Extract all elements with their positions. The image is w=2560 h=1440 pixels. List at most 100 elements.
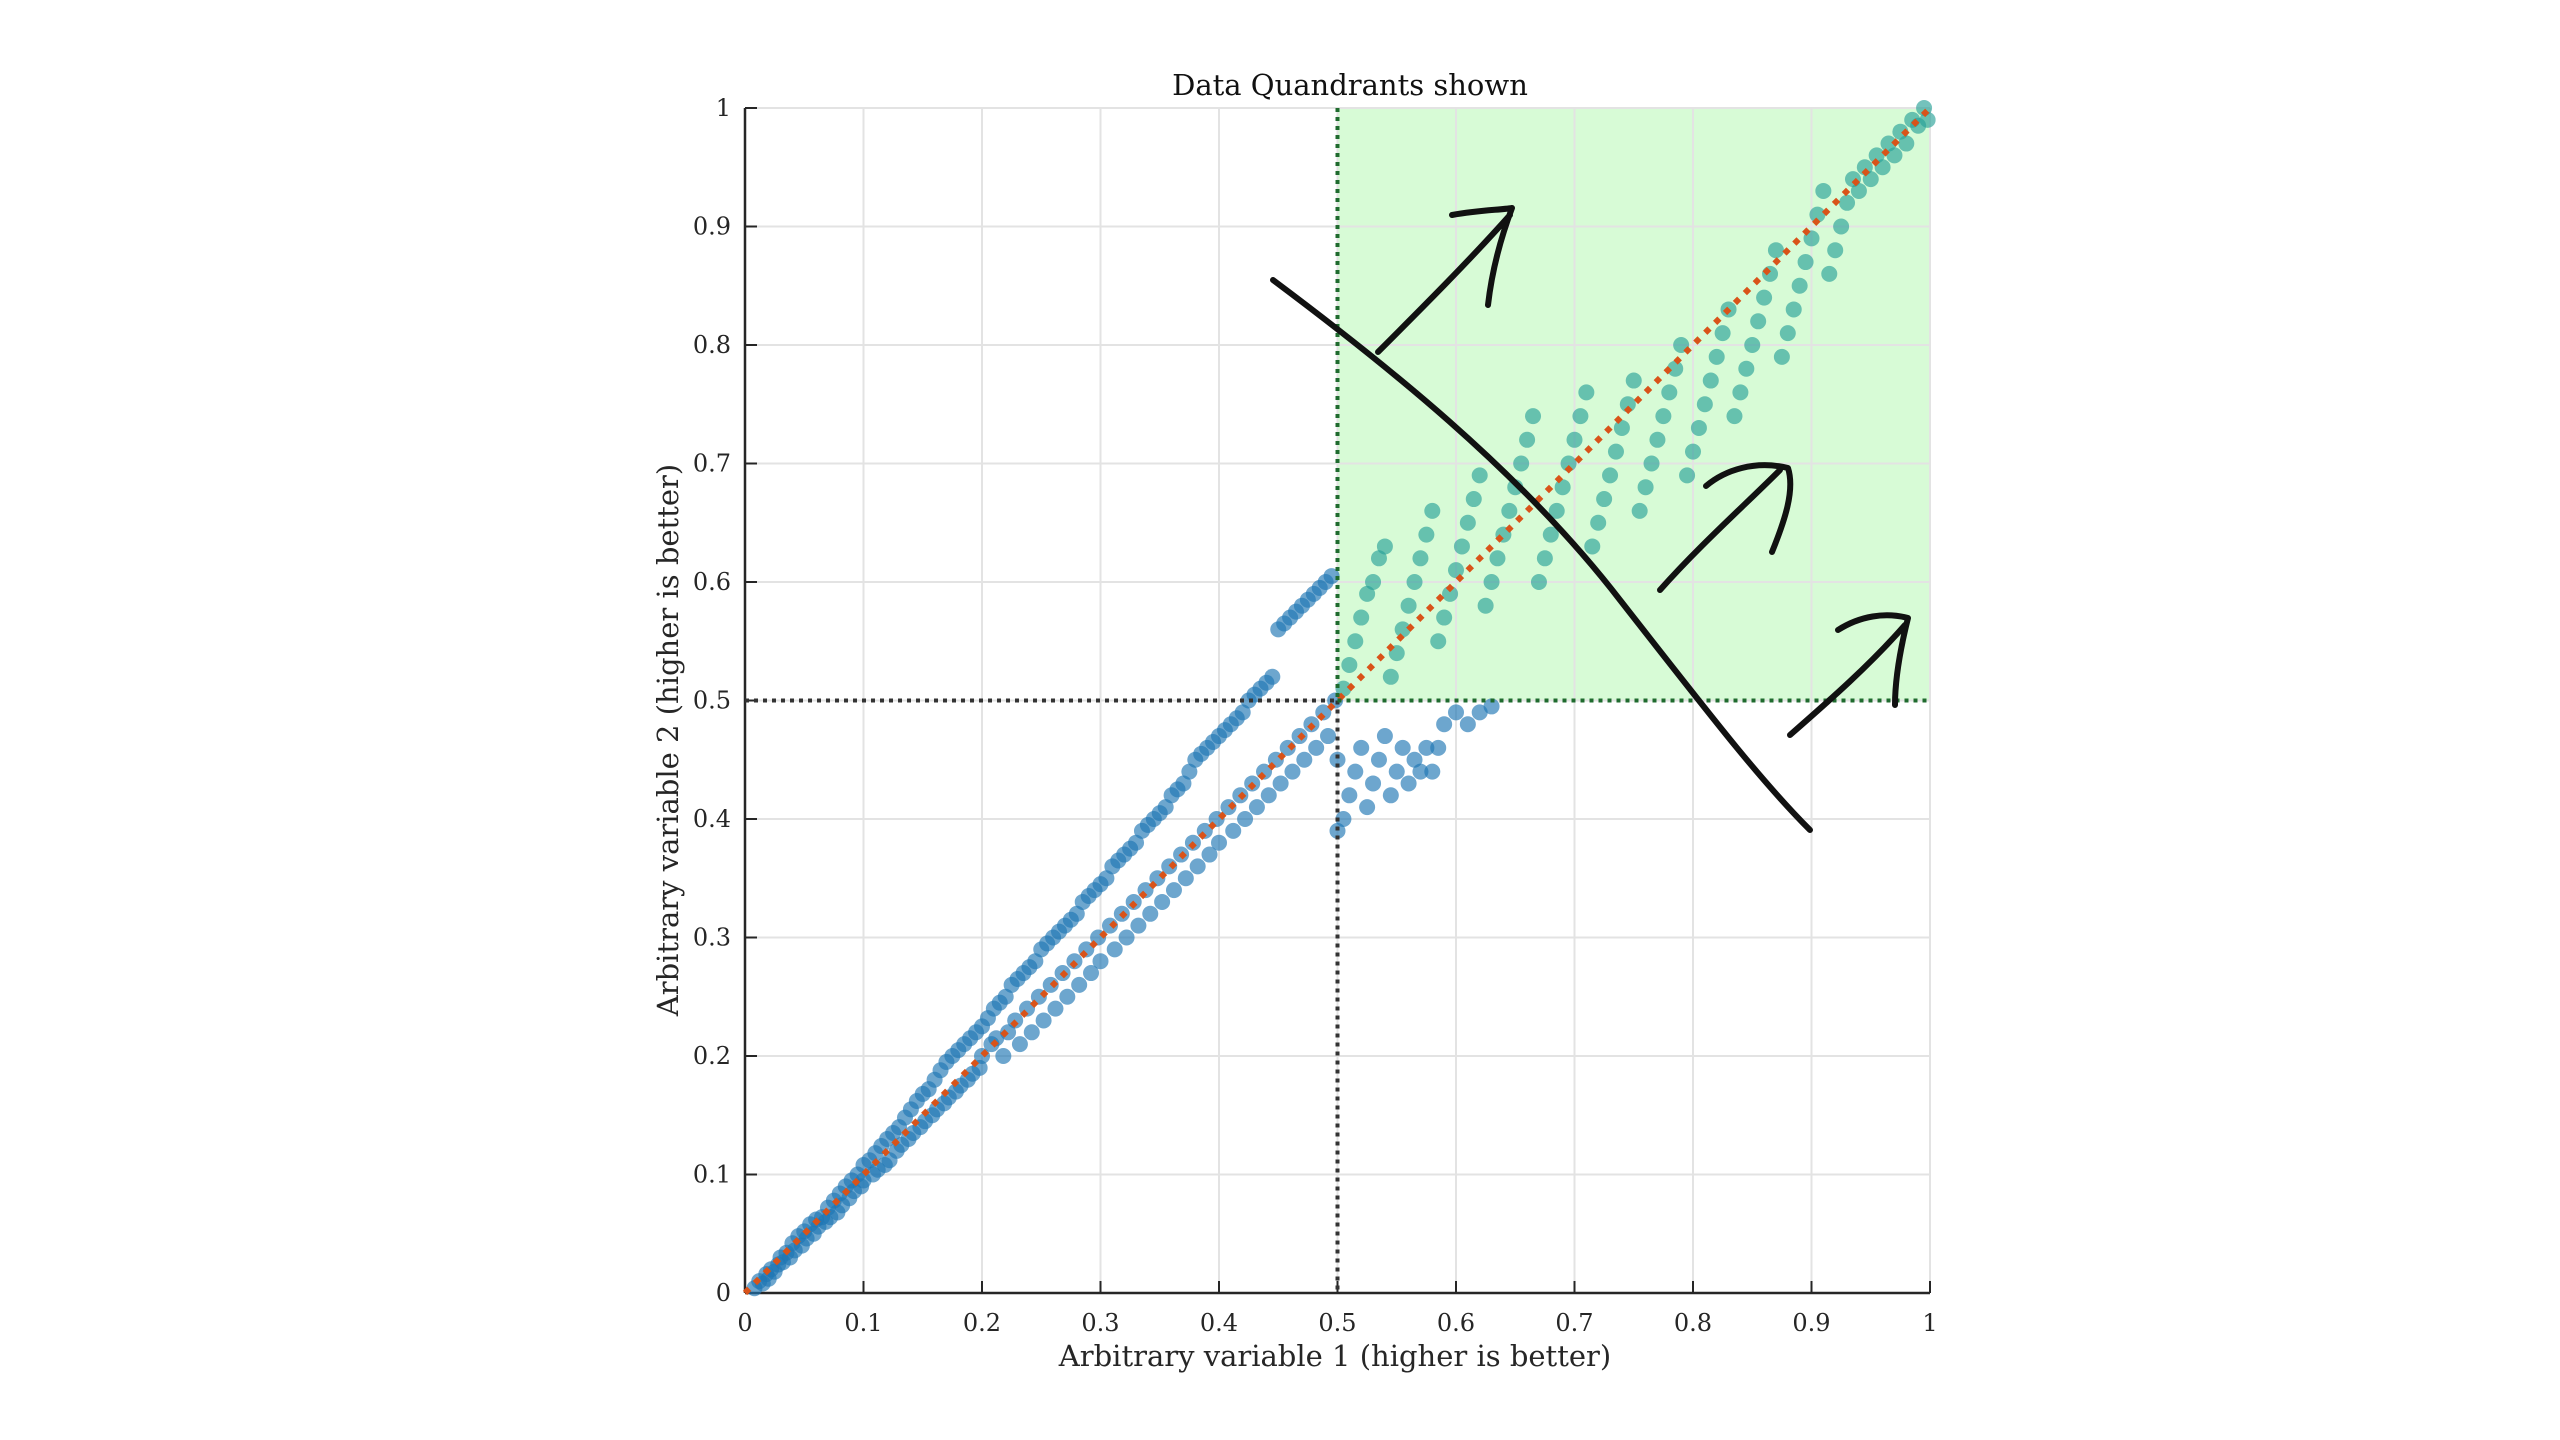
x-tick-label: 0 xyxy=(737,1309,752,1337)
data-point xyxy=(1607,443,1624,460)
data-point xyxy=(1868,147,1885,164)
data-point xyxy=(1128,834,1145,851)
data-point xyxy=(1584,538,1601,555)
data-point xyxy=(1726,408,1743,425)
data-point xyxy=(1708,348,1725,365)
data-point xyxy=(1756,289,1773,306)
data-point xyxy=(1237,811,1254,827)
data-point xyxy=(1572,408,1589,425)
data-point xyxy=(1341,787,1358,804)
data-point xyxy=(1400,775,1417,792)
x-tick-label: 0.5 xyxy=(1318,1309,1356,1337)
data-point xyxy=(1071,976,1088,993)
y-tick-label: 0.6 xyxy=(693,568,731,596)
data-point xyxy=(997,988,1014,1005)
data-point xyxy=(1750,313,1767,330)
data-point xyxy=(1459,716,1476,733)
data-point xyxy=(1359,799,1376,816)
data-point xyxy=(1483,574,1500,590)
data-point xyxy=(1347,633,1364,650)
data-point xyxy=(1211,834,1227,851)
data-point xyxy=(1382,787,1399,804)
data-point xyxy=(1667,360,1684,377)
data-point xyxy=(1154,893,1171,910)
data-point xyxy=(1388,763,1405,780)
data-point xyxy=(1685,443,1701,460)
data-point xyxy=(1471,704,1488,721)
data-point xyxy=(1118,929,1135,946)
data-point xyxy=(1880,135,1897,152)
data-point xyxy=(1596,491,1613,508)
data-point xyxy=(1578,384,1595,401)
x-tick-label: 0.1 xyxy=(844,1309,882,1337)
data-point xyxy=(1459,514,1476,531)
data-point xyxy=(1376,538,1393,555)
data-point xyxy=(1341,656,1358,673)
data-point xyxy=(1791,277,1808,294)
data-point xyxy=(1284,763,1301,780)
data-points xyxy=(746,100,1936,1297)
data-point xyxy=(1548,502,1565,519)
y-tick-label: 0.2 xyxy=(693,1042,731,1070)
data-point xyxy=(1850,182,1867,199)
data-point xyxy=(1436,716,1453,733)
data-point xyxy=(1347,763,1364,780)
data-point xyxy=(1130,917,1147,934)
x-tick-label: 1 xyxy=(1922,1309,1937,1337)
data-point xyxy=(1335,811,1352,827)
data-point xyxy=(1370,550,1387,567)
data-point xyxy=(1329,822,1346,839)
data-point xyxy=(1590,514,1607,531)
data-point xyxy=(1815,182,1832,199)
data-point xyxy=(1092,953,1109,970)
data-point xyxy=(1827,242,1844,259)
data-point xyxy=(1744,337,1761,353)
y-tick-label: 0.5 xyxy=(693,687,731,715)
data-point xyxy=(1483,698,1500,715)
data-point xyxy=(1181,763,1198,780)
y-tick-label: 0.8 xyxy=(693,331,731,359)
data-point xyxy=(1382,668,1399,685)
y-tick-label: 1 xyxy=(716,94,731,122)
data-point xyxy=(1068,905,1085,922)
data-point xyxy=(1175,775,1192,792)
data-point xyxy=(1260,787,1277,804)
data-point xyxy=(1732,384,1749,401)
data-point xyxy=(1554,479,1571,496)
data-point xyxy=(1839,194,1856,211)
data-point xyxy=(1142,905,1159,922)
data-point xyxy=(1329,751,1346,768)
data-point xyxy=(1785,301,1802,318)
data-point xyxy=(1738,360,1755,377)
data-point xyxy=(1424,763,1441,780)
data-point xyxy=(1436,609,1453,626)
data-point xyxy=(1919,111,1936,128)
data-point xyxy=(1234,704,1251,721)
data-point xyxy=(1690,419,1707,436)
data-point xyxy=(1542,526,1559,543)
y-tick-label: 0.4 xyxy=(693,805,731,833)
data-point xyxy=(1898,135,1915,152)
annotation-arrow-3 xyxy=(1787,612,1911,738)
data-point xyxy=(1353,739,1370,756)
data-point xyxy=(1098,870,1115,887)
annotation-curve xyxy=(1270,277,1813,833)
y-tick-label: 0.9 xyxy=(693,213,731,241)
data-point xyxy=(1308,739,1325,756)
data-point xyxy=(1773,348,1790,365)
chart-title: Data Quandrants shown xyxy=(1172,68,1528,102)
data-point xyxy=(1189,858,1206,875)
data-point xyxy=(995,1048,1012,1064)
data-point xyxy=(1513,455,1530,472)
data-point xyxy=(1489,550,1506,567)
data-point xyxy=(1400,597,1417,614)
data-point xyxy=(1821,265,1838,282)
x-tick-label: 0.8 xyxy=(1674,1309,1712,1337)
data-point xyxy=(1536,550,1553,567)
data-point xyxy=(1320,728,1337,745)
data-point xyxy=(1047,1000,1064,1017)
data-point xyxy=(1430,739,1447,756)
data-point xyxy=(1448,704,1464,721)
data-point xyxy=(1035,1012,1052,1029)
